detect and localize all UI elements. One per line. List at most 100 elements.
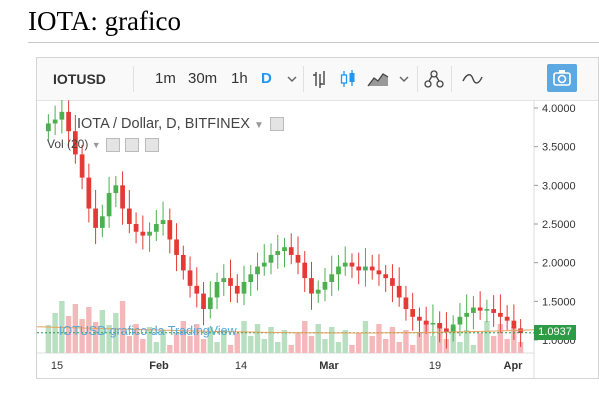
volume-bar (106, 325, 112, 353)
interval-d-button[interactable]: D (261, 70, 272, 87)
candle-body (437, 322, 443, 329)
candle-body (363, 266, 368, 271)
candle-body (187, 270, 193, 286)
candle-body (194, 285, 200, 294)
candle-body (511, 320, 517, 329)
volume-bar (86, 307, 92, 353)
volume-bar (362, 321, 369, 353)
volume-bar (214, 342, 220, 353)
candle-body (410, 309, 416, 317)
page-title: IOTA: grafico (28, 6, 182, 36)
interval-1m-button[interactable]: 1m (155, 70, 176, 87)
tradingview-attribution-link[interactable]: IOTUSD grafico da TradingView (59, 324, 237, 338)
volume-bar (463, 330, 470, 353)
candle-body (248, 274, 254, 282)
volume-bar (504, 339, 510, 353)
toolbar-divider (451, 66, 452, 92)
close-icon[interactable] (144, 137, 159, 152)
chevron-down-icon[interactable] (281, 68, 303, 90)
chart-area[interactable]: 4.0000 3.5000 3.0000 2.5000 2.0000 1.5000 1.00… (36, 93, 598, 378)
candle-body (234, 285, 240, 294)
volume-bar (268, 327, 274, 353)
candle-body (396, 285, 402, 298)
volume-bar (254, 324, 261, 353)
candle-body (444, 328, 449, 333)
settings-icon[interactable] (269, 117, 284, 132)
symbol-search[interactable]: IOTUSD (53, 71, 106, 87)
volume-bar (308, 336, 315, 353)
candle-body (59, 111, 65, 120)
candle-body (322, 282, 328, 290)
interval-30m-button[interactable]: 30m (188, 70, 218, 87)
volume-bar (470, 345, 477, 353)
compare-icon[interactable] (461, 68, 483, 90)
bars-icon[interactable] (309, 68, 331, 90)
volume-bar (389, 327, 396, 353)
volume-bar (45, 325, 52, 353)
candle-body (180, 254, 186, 271)
volume-bar (160, 330, 166, 353)
volume-bar (99, 310, 106, 353)
candle-body (126, 208, 132, 224)
eye-icon[interactable] (105, 137, 120, 152)
candle-body (430, 322, 436, 325)
candle-body (261, 262, 267, 267)
y-tick-label: 2.0000 (542, 258, 576, 270)
candle-body (390, 278, 395, 286)
volume-bar (423, 321, 429, 353)
volume-bar (92, 322, 99, 353)
candle-body (369, 266, 375, 271)
volume-bar (281, 330, 288, 353)
candle-body (295, 254, 301, 263)
interval-1h-button[interactable]: 1h (231, 70, 248, 87)
chevron-down-icon[interactable]: ▼ (91, 140, 101, 150)
volume-title: Vol (20) (47, 137, 89, 151)
candle-body (356, 266, 362, 271)
volume-bar (194, 324, 200, 353)
candle-body (86, 177, 92, 209)
candle-body (106, 193, 112, 217)
volume-bar (342, 330, 348, 353)
volume-bar (72, 304, 79, 353)
volume-bar (126, 336, 133, 353)
candle-body (167, 220, 173, 240)
candle-body (302, 262, 308, 279)
candles-icon[interactable] (337, 68, 359, 90)
y-tick-label: 4.0000 (542, 103, 576, 115)
candle-body (309, 278, 314, 294)
volume-bar (457, 342, 463, 353)
volume-bar (140, 339, 146, 353)
candle-body (342, 262, 348, 267)
series-legend: IOTA / Dollar, D, BITFINEX ▼ (77, 116, 284, 132)
candle-body (484, 309, 490, 311)
volume-bar (288, 345, 294, 353)
x-tick-label: 19 (429, 360, 441, 372)
x-tick-label: Feb (149, 360, 169, 372)
volume-bar (227, 345, 234, 353)
y-tick-label: 1.5000 (542, 296, 576, 308)
series-title: IOTA / Dollar, D, BITFINEX (77, 116, 250, 132)
volume-bar (356, 333, 362, 353)
settings-icon[interactable] (125, 137, 140, 152)
candle-body (228, 278, 233, 286)
candle-body (113, 185, 119, 194)
candle-body (207, 297, 213, 310)
candle-body (288, 247, 294, 255)
candle-body (241, 282, 247, 294)
indicators-icon[interactable] (423, 68, 445, 90)
volume-bar (382, 339, 389, 353)
candle-body (255, 266, 260, 275)
snapshot-button[interactable] (547, 64, 577, 92)
candle-body (147, 231, 152, 236)
volume-bar (65, 316, 72, 353)
last-price-badge: 1.0937 (534, 325, 576, 340)
volume-bar (403, 330, 409, 353)
chevron-down-icon[interactable] (393, 68, 415, 90)
area-chart-icon[interactable] (367, 68, 389, 90)
toolbar-divider (303, 66, 304, 92)
volume-bar (52, 313, 58, 353)
chevron-down-icon[interactable]: ▼ (254, 120, 264, 131)
candle-body (201, 293, 206, 310)
volume-bar (490, 336, 497, 353)
volume-bar (409, 345, 416, 353)
